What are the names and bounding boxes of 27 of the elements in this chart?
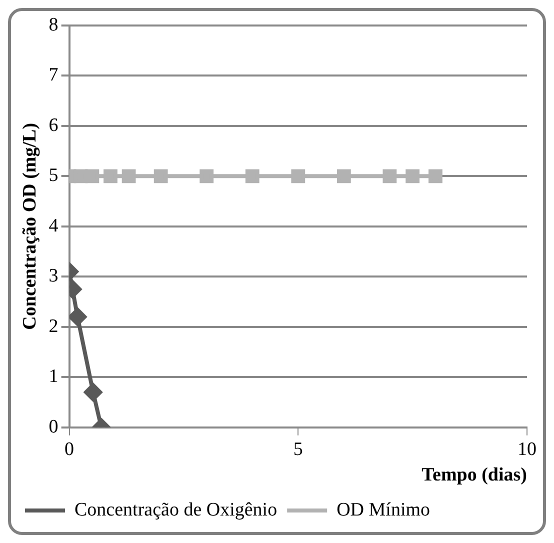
point [245,169,260,184]
y-tick-label: 7 [48,64,58,86]
y-axis-title: Concentração OD (mg/L) [19,122,40,330]
y-tick-label: 5 [48,165,58,186]
point [382,169,397,184]
point [291,169,306,184]
y-tick-label: 8 [48,14,58,36]
point [406,169,420,184]
y-tick-label: 3 [48,266,58,287]
y-tick-label: 0 [48,416,58,438]
point [122,169,136,184]
x-tick-label: 0 [64,438,74,460]
point [336,169,351,184]
y-tick-label: 1 [48,366,58,388]
point [154,169,168,184]
point [104,169,118,184]
x-tick-label: 10 [518,438,536,460]
x-tick-label: 5 [293,438,303,460]
y-tick-label: 4 [48,215,59,236]
y-tick-label: 2 [48,316,58,337]
y-tick-label: 6 [48,114,58,136]
point [428,169,442,184]
legend-label: OD Mínimo [336,499,430,520]
x-axis-title: Tempo (dias) [422,464,527,486]
legend-label: Concentração de Oxigênio [74,499,278,520]
point [85,169,100,184]
point [200,169,214,184]
